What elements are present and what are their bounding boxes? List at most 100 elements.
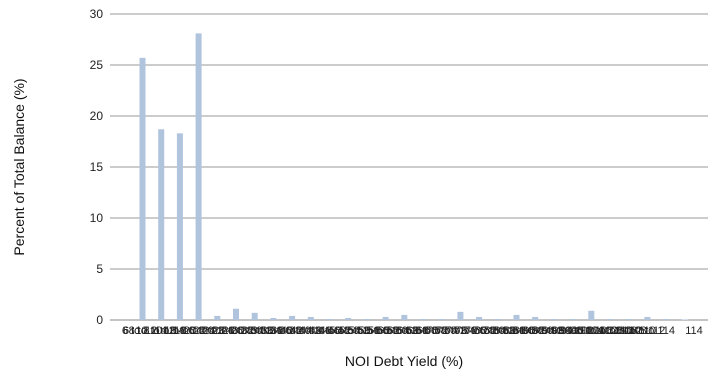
x-tick-label: 88 to 90 — [514, 325, 554, 337]
x-tick-label: 24 to 26 — [203, 325, 243, 337]
bar — [158, 129, 165, 320]
x-tick-label: 112 to 114 — [625, 325, 675, 337]
y-tick-label: 20 — [90, 109, 104, 123]
x-tick-label: 38 to 40 — [271, 325, 311, 337]
bar — [401, 314, 408, 320]
x-tick-label: 94 to 96 — [543, 325, 583, 337]
bar — [681, 319, 688, 320]
x-tick-label: 44 to 46 — [300, 325, 340, 337]
x-tick-label: 104 to 106 — [585, 325, 637, 337]
x-tick-label: 14 to 16 — [155, 325, 195, 337]
x-tick-label: 12 to 14 — [145, 325, 185, 337]
bar — [382, 316, 389, 320]
x-tick-label: 20 to 22 — [184, 325, 224, 337]
x-tick-label: 60 to 62 — [378, 325, 418, 337]
x-tick-label: 98 to 100 — [559, 325, 605, 337]
x-tick-label: 66 to 68 — [407, 325, 447, 337]
bars — [139, 33, 688, 321]
bar — [607, 318, 613, 320]
bar — [233, 308, 239, 320]
x-tick-label: 52 to 54 — [339, 325, 379, 337]
x-tick-label: 76 to 78 — [455, 325, 495, 337]
y-tick-label: 15 — [90, 160, 104, 174]
x-tick-label: 102 to 104 — [575, 325, 627, 337]
x-tick-label: 28 to 30 — [223, 325, 263, 337]
x-tick-label: 80 to 82 — [475, 325, 515, 337]
y-tick-label: 0 — [96, 313, 103, 327]
bar — [588, 310, 595, 320]
x-tick-label: 108 to 110 — [605, 325, 656, 337]
x-tick-label: 58 to 60 — [368, 325, 408, 337]
x-tick-label: 34 to 36 — [252, 325, 292, 337]
bar — [195, 33, 202, 320]
x-tick-label: 114 — [685, 325, 703, 337]
x-tick-label: 70 to 72 — [426, 325, 466, 337]
bar — [438, 318, 445, 320]
bar — [176, 133, 183, 320]
x-tick-label: 86 to 88 — [504, 325, 544, 337]
bar — [214, 315, 221, 320]
x-tick-label: 42 to 44 — [290, 325, 330, 337]
x-tick-label: 32 to 34 — [242, 325, 282, 337]
x-tick-label: 50 to 52 — [329, 325, 369, 337]
x-tick-label: 26 to 28 — [213, 325, 253, 337]
x-tick-label: 72 to 74 — [436, 325, 476, 337]
bar — [307, 316, 314, 320]
x-tick-label: 100 to 102 — [566, 325, 618, 337]
x-tick-label: 16 to 18 — [164, 325, 204, 337]
x-tick-label: 64 to 66 — [397, 325, 437, 337]
bar — [476, 316, 483, 320]
x-tick-label: 96 to 98 — [552, 325, 592, 337]
x-tick-label: 56 to 58 — [358, 325, 398, 337]
x-tick-label: 6 — [123, 325, 129, 337]
bar — [513, 314, 520, 320]
y-tick-label: 5 — [96, 262, 103, 276]
bar — [326, 318, 333, 320]
bar — [289, 315, 296, 320]
x-tick-label: 62 to 64 — [387, 325, 427, 337]
x-tick-label: 8 to 10 — [129, 325, 163, 337]
y-tick-label: 25 — [90, 58, 104, 72]
bar — [345, 317, 352, 320]
x-tick-label: 84 to 86 — [494, 325, 534, 337]
x-tick-label: 82 to 84 — [484, 325, 524, 337]
bar — [270, 317, 277, 320]
bar — [139, 57, 146, 321]
y-axis-title: Percent of Total Balance (%) — [11, 78, 27, 255]
bar — [644, 316, 651, 320]
x-axis-title: NOI Debt Yield (%) — [345, 353, 463, 369]
x-tick-label: 22 to 24 — [193, 325, 233, 337]
bar — [420, 318, 426, 320]
y-tick-label: 30 — [90, 7, 104, 21]
gridlines — [110, 13, 708, 321]
x-tick-label: 78 to 80 — [465, 325, 505, 337]
bar — [550, 318, 557, 320]
bar — [569, 318, 576, 320]
y-tick-label: 10 — [90, 211, 104, 225]
x-tick-label: 30 to 32 — [232, 325, 272, 337]
bar — [251, 312, 258, 320]
x-tick-label: 36 to 38 — [261, 325, 301, 337]
bar — [625, 318, 632, 320]
x-tick-label: 6 to 8 — [122, 325, 150, 337]
x-tick-label: 10 to 12 — [135, 325, 175, 337]
x-tick-label: 54 to 56 — [349, 325, 389, 337]
x-tick-label: 18 to 20 — [174, 325, 214, 337]
bar — [663, 318, 670, 320]
x-tick-label: 106 to 108 — [595, 325, 647, 337]
x-tick-label: 110 to 112 — [615, 325, 665, 337]
x-tick-label: 48 to 50 — [320, 325, 360, 337]
x-tick-label: 92 to 94 — [533, 325, 573, 337]
bar — [457, 311, 464, 320]
y-axis-ticks: 0 5 10 15 20 25 30 — [90, 7, 104, 327]
x-tick-label: 46 to 48 — [310, 325, 350, 337]
bar — [363, 318, 370, 320]
x-tick-label: 74 to 76 — [446, 325, 486, 337]
x-tick-label: 90 to 92 — [523, 325, 563, 337]
bar — [532, 316, 539, 320]
x-tick-label: 68 to 70 — [417, 325, 457, 337]
bar — [494, 318, 501, 320]
x-tick-label: 40 to 42 — [281, 325, 321, 337]
